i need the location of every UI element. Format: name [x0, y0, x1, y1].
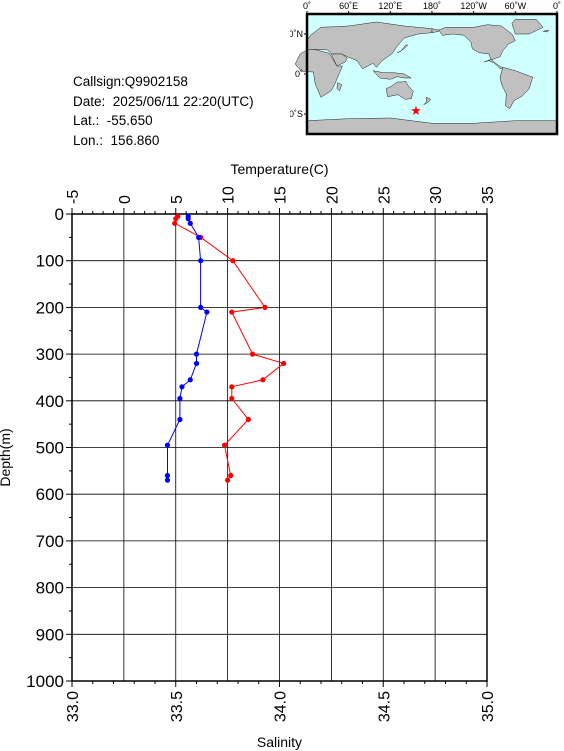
- top-axis-tick-label: 35: [480, 186, 497, 204]
- map-lon-label: 120˚E: [378, 1, 402, 11]
- y-axis-tick-label: 500: [36, 439, 64, 458]
- land-shape: [336, 82, 343, 92]
- land-shape: [423, 96, 431, 105]
- top-axis-tick-label: 20: [324, 186, 341, 204]
- map-lon-label: 0˚: [303, 1, 311, 11]
- salinity-point: [177, 416, 183, 423]
- map-lon-label: 120˚W: [460, 1, 487, 11]
- y-axis-tick-label: 400: [36, 392, 64, 411]
- salinity-point: [164, 477, 171, 483]
- map-lon-label: 0˚: [553, 1, 561, 11]
- top-axis-tick-label: 10: [221, 186, 238, 204]
- temperature-point: [221, 442, 228, 448]
- salinity-point: [179, 384, 185, 390]
- salinity-point: [195, 234, 202, 240]
- lon-row: Lon.: 156.860: [73, 131, 254, 151]
- lon-label: Lon.:: [73, 132, 104, 148]
- land-shape: [330, 53, 348, 67]
- salinity-point: [187, 220, 193, 226]
- salinity-point: [193, 351, 200, 357]
- date-label: Date:: [73, 93, 106, 109]
- callsign-row: Callsign:Q9902158: [73, 72, 254, 92]
- salinity-point: [177, 395, 183, 402]
- land-shape: [511, 19, 544, 35]
- temperature-point: [229, 309, 235, 315]
- land-shape: [499, 66, 534, 110]
- land-shape: [431, 28, 440, 34]
- lat-row: Lat.: -55.650: [73, 111, 254, 131]
- lat-value: -55.650: [106, 113, 153, 128]
- land-shape: [385, 81, 414, 100]
- map-lat-label: 60˚N: [290, 29, 303, 39]
- top-axis-tick-label: 25: [376, 186, 393, 204]
- y-axis-title: Depth(m): [0, 428, 13, 486]
- y-axis-tick-label: 600: [36, 485, 64, 504]
- y-axis-tick-label: 200: [36, 298, 64, 317]
- float-location-marker: ★: [410, 103, 422, 118]
- bottom-axis-tick-label: 33.5: [169, 691, 186, 722]
- callsign-label: Callsign:: [73, 74, 125, 89]
- top-axis-tick-label: -5: [65, 190, 82, 204]
- salinity-point: [185, 216, 191, 222]
- date-row: Date: 2025/06/11 22:20(UTC): [73, 92, 254, 112]
- temperature-point: [262, 304, 268, 310]
- salinity-point: [164, 442, 171, 448]
- temperature-line: [174, 215, 285, 481]
- land-shape: [397, 44, 408, 53]
- temperature-point: [245, 416, 251, 423]
- salinity-point: [187, 377, 193, 383]
- land-shape: [372, 70, 413, 80]
- date-value: 2025/06/11 22:20(UTC): [112, 93, 254, 109]
- temperature-point: [225, 477, 231, 483]
- land-shape: [543, 29, 550, 33]
- temperature-point: [229, 395, 235, 402]
- temperature-point: [249, 351, 256, 357]
- y-axis-tick-label: 1000: [26, 672, 64, 691]
- map-lat-label: 0˚: [295, 69, 303, 79]
- salinity-point: [164, 472, 171, 479]
- bottom-axis-tick-label: 35.0: [480, 691, 497, 722]
- y-axis-tick-label: 0: [55, 205, 64, 224]
- temperature-point: [281, 360, 287, 367]
- salinity-series: [164, 213, 210, 483]
- y-axis-tick-label: 900: [36, 625, 64, 644]
- profile-info: Callsign:Q9902158 Date: 2025/06/11 22:20…: [73, 72, 254, 150]
- callsign-value: Q9902158: [124, 74, 188, 89]
- salinity-point: [198, 304, 204, 310]
- lat-label: Lat.:: [73, 113, 100, 128]
- lon-value: 156.860: [110, 132, 160, 148]
- temperature-point: [228, 472, 234, 479]
- bottom-axis-tick-label: 33.0: [65, 691, 82, 722]
- temperature-point: [229, 384, 235, 390]
- top-axis-tick-label: 30: [428, 186, 445, 204]
- map-lat-label: 60˚S: [290, 109, 303, 119]
- salinity-point: [198, 258, 204, 264]
- salinity-point: [193, 360, 200, 367]
- bottom-axis-tick-label: 34.0: [273, 691, 290, 722]
- temperature-point: [172, 220, 178, 226]
- bottom-axis-tick-label: 34.5: [376, 691, 393, 722]
- y-axis-tick-label: 100: [36, 252, 64, 271]
- salinity-line: [167, 216, 208, 481]
- map-land: [294, 19, 558, 135]
- temperature-point: [173, 216, 179, 222]
- top-axis-title: Temperature(C): [230, 161, 328, 177]
- temperature-point: [260, 377, 266, 383]
- location-map: 0˚ 60˚E 120˚E 180˚ 120˚W 60˚W 0˚ 60˚N 0˚ 60˚S ★: [290, 1, 561, 136]
- temperature-point: [230, 258, 236, 264]
- map-lon-label: 180˚: [423, 1, 441, 11]
- y-axis-tick-label: 300: [36, 345, 64, 364]
- salinity-point: [204, 309, 210, 315]
- top-axis-tick-label: 15: [273, 186, 290, 204]
- map-lon-label: 60˚W: [505, 1, 527, 11]
- temperature-series: [172, 213, 287, 483]
- top-axis-tick-label: 0: [117, 195, 134, 204]
- top-axis-tick-label: 5: [169, 195, 186, 204]
- map-lon-label: 60˚E: [339, 1, 358, 11]
- chart-grid: [71, 213, 488, 682]
- y-axis-tick-label: 700: [36, 532, 64, 551]
- bottom-axis-title: Salinity: [257, 734, 302, 750]
- y-axis-tick-label: 800: [36, 579, 64, 598]
